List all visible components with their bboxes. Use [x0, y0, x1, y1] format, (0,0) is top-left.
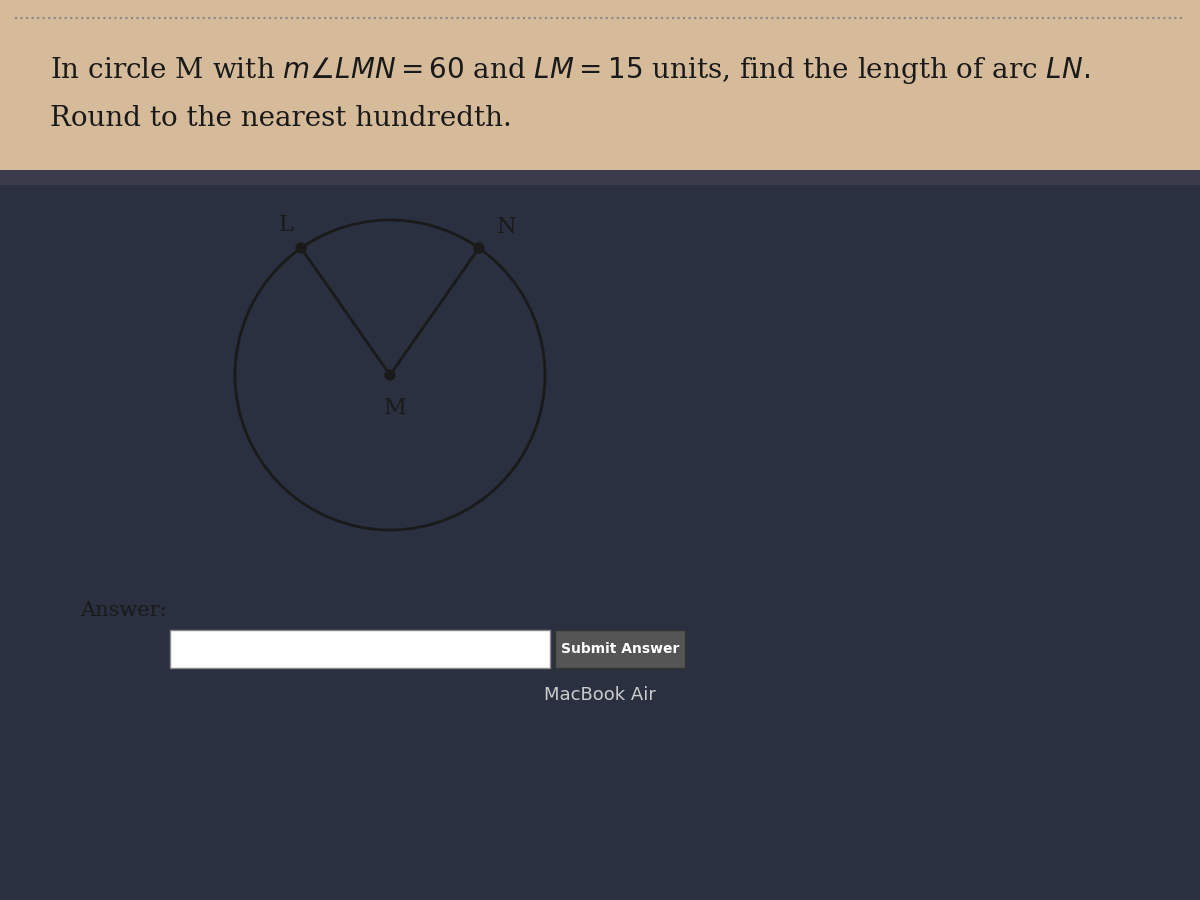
Text: Answer:: Answer:	[80, 601, 167, 620]
Bar	[550, 200, 1200, 800]
Text: Submit Answer: Submit Answer	[560, 642, 679, 656]
Circle shape	[474, 243, 484, 253]
Text: L: L	[278, 214, 294, 236]
Bar	[0, 170, 1200, 185]
Bar	[554, 630, 685, 668]
Circle shape	[385, 370, 395, 380]
Circle shape	[296, 243, 306, 253]
Text: M: M	[384, 397, 407, 419]
Text: N: N	[497, 216, 516, 238]
Text: In circle M with $m\angle LMN = 60$ and $LM = 15$ units, find the length of arc : In circle M with $m\angle LMN = 60$ and …	[50, 55, 1090, 86]
Text: Round to the nearest hundredth.: Round to the nearest hundredth.	[50, 105, 512, 132]
Bar	[170, 630, 550, 668]
Bar	[0, 170, 1200, 900]
Text: MacBook Air: MacBook Air	[544, 686, 656, 704]
